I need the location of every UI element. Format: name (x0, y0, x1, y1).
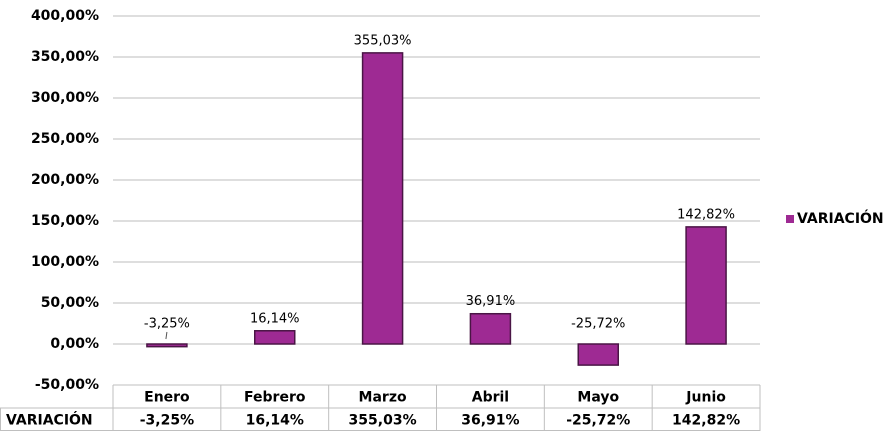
table-value: -3,25% (140, 413, 194, 429)
bar (361, 52, 404, 345)
x-tick-label: Marzo (359, 390, 407, 406)
table-value: -25,72% (566, 413, 630, 429)
leader-line (165, 331, 168, 340)
table-value: 142,82% (672, 413, 740, 429)
x-tick-label: Febrero (244, 390, 306, 406)
bar (469, 312, 512, 345)
value-label: 142,82% (677, 207, 735, 222)
x-tick-label: Junio (685, 390, 726, 406)
table-value: 16,14% (246, 413, 304, 429)
y-tick-label: 50,00% (41, 295, 99, 311)
legend-label: VARIACIÓN (797, 209, 884, 227)
bar (577, 343, 619, 366)
y-tick-label: 400,00% (31, 8, 99, 24)
x-tick-label: Enero (144, 390, 190, 406)
bar (146, 343, 188, 348)
value-label: -25,72% (571, 317, 625, 332)
value-label: 355,03% (354, 33, 412, 48)
y-tick-label: 150,00% (31, 213, 99, 229)
y-tick-label: 100,00% (31, 254, 99, 270)
x-tick-label: Abril (472, 390, 509, 406)
y-tick-label: -50,00% (35, 377, 99, 393)
y-tick-label: 350,00% (31, 49, 99, 65)
y-tick-label: 0,00% (50, 336, 99, 352)
legend-swatch (786, 215, 794, 223)
y-tick-label: 250,00% (31, 131, 99, 147)
value-label: -3,25% (144, 317, 190, 332)
y-tick-label: 200,00% (31, 172, 99, 188)
y-tick-label: 300,00% (31, 90, 99, 106)
value-label: 36,91% (466, 294, 516, 309)
table-value: 355,03% (349, 413, 417, 429)
table-value: 36,91% (461, 413, 519, 429)
table-row-header: VARIACIÓN (6, 411, 93, 429)
x-tick-label: Mayo (577, 390, 619, 406)
bar (254, 330, 296, 345)
value-label: 16,14% (250, 311, 300, 326)
bar (685, 226, 727, 345)
